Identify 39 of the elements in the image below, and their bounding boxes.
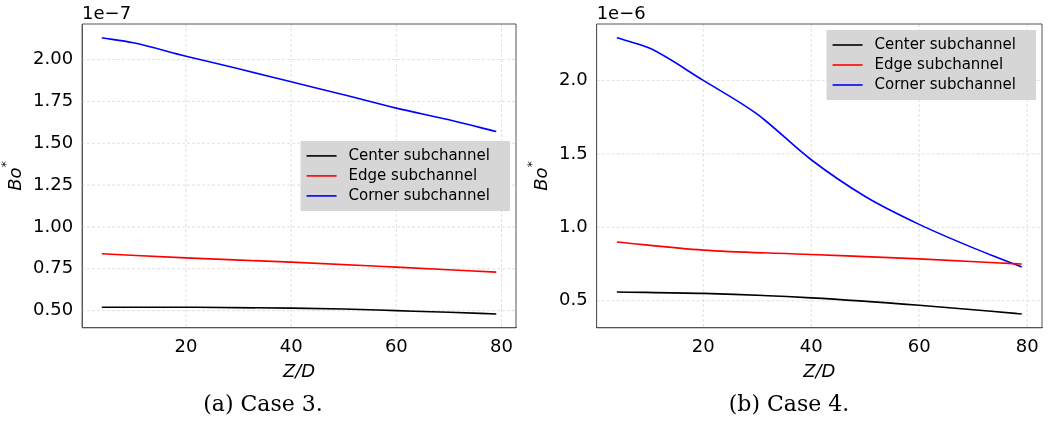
y-tick-label: 2.0 <box>558 68 588 90</box>
y-tick-label: 1.5 <box>558 141 588 163</box>
legend-label: Edge subchannel <box>348 165 478 184</box>
line-series <box>101 306 498 315</box>
text: 1e−7 <box>82 1 132 23</box>
line-series <box>616 37 1023 268</box>
y-tick-label: 1.0 <box>558 214 588 236</box>
line-series <box>101 252 498 273</box>
y-axis-title: Bo* <box>524 160 551 191</box>
y-tick-label: 1.25 <box>33 172 74 194</box>
y-tick-label: 0.5 <box>558 288 588 310</box>
legend-label: Corner subchannel <box>874 74 1016 93</box>
legend-label: Center subchannel <box>874 34 1016 53</box>
x-tick-label: 40 <box>279 335 303 357</box>
x-tick-label: 80 <box>490 335 513 357</box>
y-tick-label: 0.50 <box>33 298 74 320</box>
y-tick-label: 1.75 <box>33 89 74 111</box>
legend-label: Center subchannel <box>348 145 490 164</box>
x-tick-label: 60 <box>907 335 931 357</box>
text: 1e−6 <box>596 1 646 23</box>
x-tick-label: 20 <box>691 335 715 357</box>
x-tick-label: 60 <box>384 335 408 357</box>
x-tick-label: 80 <box>1015 335 1039 357</box>
legend-label: Corner subchannel <box>348 185 490 204</box>
x-axis-title: Z/D <box>802 359 836 381</box>
y-tick-label: 2.00 <box>33 47 74 69</box>
line-series <box>616 291 1023 315</box>
y-tick-label: 0.75 <box>33 256 74 278</box>
y-tick-label: 1.00 <box>33 214 74 236</box>
legend-label: Edge subchannel <box>874 54 1004 73</box>
x-tick-label: 20 <box>174 335 198 357</box>
line-series <box>616 241 1023 265</box>
x-tick-label: 40 <box>799 335 823 357</box>
x-axis-title: Z/D <box>281 359 316 381</box>
y-axis-title: Bo* <box>0 160 25 191</box>
line-series <box>101 37 498 133</box>
text: (a) Case 3. <box>203 391 323 416</box>
text: (b) Case 4. <box>728 391 850 416</box>
y-tick-label: 1.50 <box>33 130 74 152</box>
